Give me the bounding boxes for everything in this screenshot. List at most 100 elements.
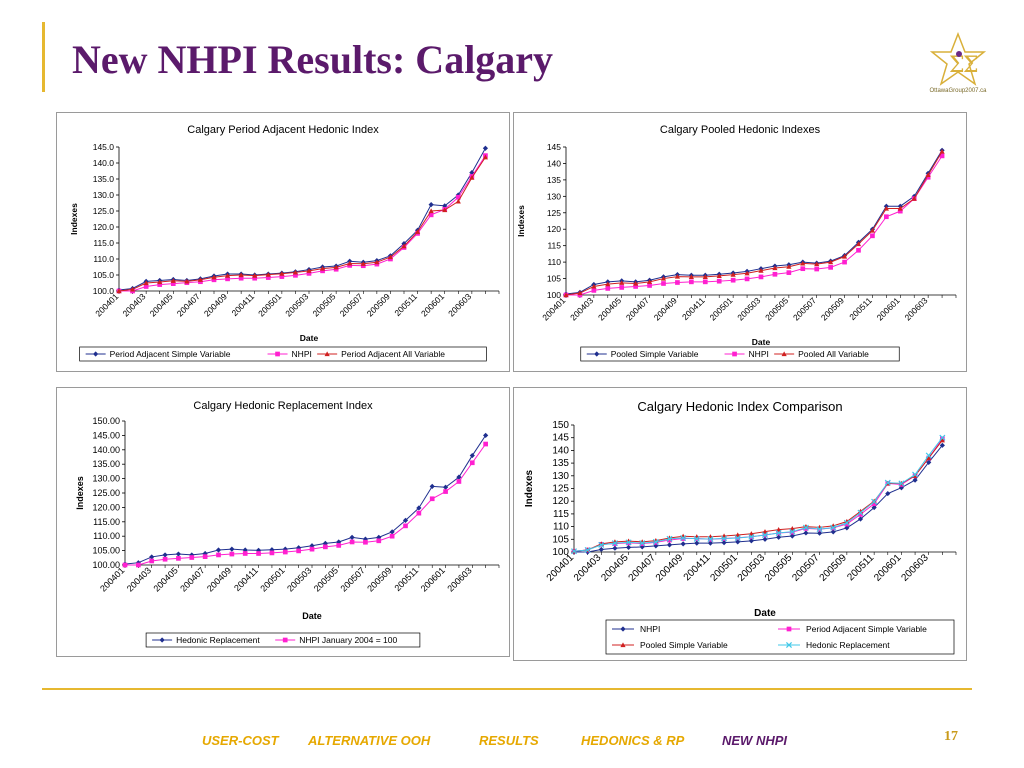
- data-point: [842, 259, 847, 265]
- y-tick-label: 115.0: [93, 238, 114, 248]
- x-tick-label: 200511: [392, 291, 419, 318]
- data-point: [855, 241, 862, 247]
- data-point: [252, 275, 258, 281]
- legend-label: NHPI January 2004 = 100: [299, 635, 397, 645]
- data-point: [730, 277, 736, 283]
- x-tick-label: 200409: [205, 565, 233, 593]
- legend-marker: [594, 351, 600, 357]
- series-1: [122, 441, 488, 568]
- data-point: [761, 531, 769, 539]
- x-axis-label: Date: [752, 337, 771, 347]
- x-axis-label: Date: [302, 611, 322, 621]
- data-point: [224, 273, 231, 278]
- slide-title: New NHPI Results: Calgary: [72, 37, 554, 82]
- footer-alternative-ooh-link[interactable]: ALTERNATIVE OOH: [308, 733, 431, 748]
- footer-hedonics-rp-link[interactable]: HEDONICS & RP: [581, 733, 685, 748]
- data-point: [442, 484, 449, 490]
- data-point: [680, 541, 686, 547]
- series-2: [563, 149, 945, 298]
- y-tick-label: 100: [547, 290, 561, 300]
- legend-box: [145, 632, 421, 648]
- legend-box: [605, 619, 955, 655]
- legend-marker: [620, 642, 626, 648]
- y-axis-label: Indexes: [524, 469, 535, 507]
- y-tick-label: 115: [553, 509, 569, 520]
- data-point: [387, 254, 394, 260]
- x-tick-label: 200403: [568, 295, 595, 322]
- svg-text:Σ: Σ: [949, 53, 965, 78]
- footer-new-nhpi-link[interactable]: NEW NHPI: [722, 733, 787, 748]
- data-point: [660, 275, 667, 281]
- y-tick-label: 125.00: [92, 488, 120, 498]
- chart-title: Calgary Period Adjacent Hedonic Index: [187, 124, 379, 136]
- data-point: [591, 288, 597, 293]
- data-point: [816, 526, 823, 533]
- x-tick-label: 200403: [120, 291, 147, 318]
- x-tick-label: 200505: [763, 295, 790, 322]
- chart-svg: Calgary Hedonic Index Comparison10010511…: [524, 399, 957, 655]
- y-tick-label: 110: [547, 257, 561, 267]
- legend-marker: [781, 351, 787, 357]
- data-point: [646, 279, 653, 284]
- y-tick-label: 110.00: [93, 531, 120, 541]
- svg-text:Σ: Σ: [963, 53, 979, 78]
- data-point: [374, 259, 380, 265]
- data-point: [482, 145, 489, 151]
- x-tick-label: 200509: [819, 295, 846, 322]
- data-point: [376, 538, 382, 544]
- data-point: [734, 535, 741, 542]
- legend-marker: [282, 637, 288, 643]
- data-point: [633, 280, 639, 286]
- data-point: [744, 270, 750, 276]
- data-point: [162, 552, 168, 558]
- x-tick-label: 200403: [572, 552, 604, 584]
- data-point: [296, 548, 301, 554]
- data-point: [157, 282, 163, 287]
- data-point: [758, 274, 764, 280]
- x-tick-label: 200603: [446, 291, 473, 318]
- x-tick-label: 200411: [232, 565, 260, 593]
- legend-marker: [275, 351, 280, 357]
- y-tick-label: 135: [552, 458, 569, 469]
- data-point: [802, 524, 809, 531]
- data-point: [175, 551, 182, 557]
- y-tick-label: 125: [547, 208, 561, 218]
- y-tick-label: 145: [552, 433, 569, 444]
- data-point: [702, 279, 708, 285]
- data-point: [939, 149, 945, 154]
- data-point: [828, 265, 833, 270]
- data-point: [814, 261, 820, 267]
- data-point: [347, 260, 353, 266]
- data-point: [912, 473, 918, 478]
- chart-title: Calgary Hedonic Replacement Index: [193, 400, 373, 412]
- data-point: [939, 442, 945, 448]
- chart-svg: Calgary Hedonic Replacement Index 100.00 1…: [75, 400, 500, 648]
- data-point: [429, 483, 435, 489]
- data-point: [898, 480, 905, 487]
- data-point: [885, 490, 891, 497]
- legend-label: Period Adjacent All Variable: [341, 349, 445, 359]
- data-point: [170, 278, 176, 283]
- data-point: [762, 529, 768, 534]
- data-point: [306, 268, 312, 273]
- data-point: [716, 273, 722, 279]
- data-point: [857, 509, 864, 516]
- data-point: [242, 551, 248, 556]
- x-tick-label: 200411: [682, 552, 713, 583]
- data-point: [136, 562, 141, 568]
- y-tick-label: 135.00: [92, 459, 120, 469]
- y-tick-label: 105.0: [93, 270, 115, 280]
- x-tick-label: 200603: [899, 552, 931, 584]
- footer-user-cost-link[interactable]: USER-COST: [202, 733, 279, 748]
- legend-label: NHPI: [640, 624, 660, 634]
- data-point: [639, 540, 646, 547]
- y-tick-label: 140.00: [92, 445, 120, 455]
- data-point: [744, 276, 750, 282]
- data-point: [912, 471, 919, 478]
- data-point: [869, 227, 876, 233]
- y-tick-label: 100: [552, 547, 569, 558]
- footer-results-link[interactable]: RESULTS: [479, 733, 539, 748]
- series-line: [574, 445, 943, 553]
- data-point: [469, 170, 475, 176]
- data-point: [570, 548, 578, 555]
